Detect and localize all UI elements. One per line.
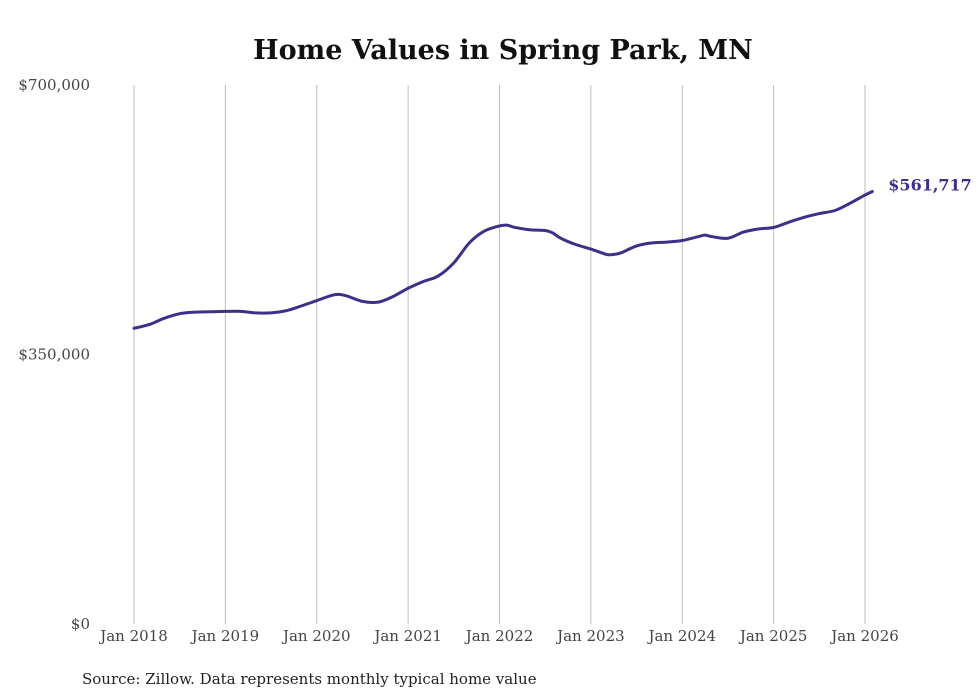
series [132,189,874,330]
y-axis: $0 $350,000 $700,000 [18,76,90,633]
x-tick-label: Jan 2025 [738,627,808,645]
y-tick-label: $700,000 [18,76,90,94]
end-value-label: $561,717 [888,175,972,194]
x-tick-label: Jan 2026 [829,627,899,645]
y-tick-label: $0 [71,615,90,633]
y-tick-label: $350,000 [18,346,90,364]
x-tick-label: Jan 2022 [464,627,534,645]
x-tick-label: Jan 2021 [372,627,442,645]
x-tick-label: Jan 2020 [281,627,351,645]
x-axis: Jan 2018 Jan 2019 Jan 2020 Jan 2021 Jan 2022… [98,627,899,645]
grid [133,85,866,624]
series-line [132,189,874,330]
x-tick-label: Jan 2018 [98,627,168,645]
source-note: Source: Zillow. Data represents monthly … [82,670,537,688]
x-tick-label: Jan 2019 [190,627,260,645]
x-tick-label: Jan 2023 [555,627,625,645]
chart-title: Home Values in Spring Park, MN [253,35,753,66]
x-tick-label: Jan 2024 [646,627,716,645]
